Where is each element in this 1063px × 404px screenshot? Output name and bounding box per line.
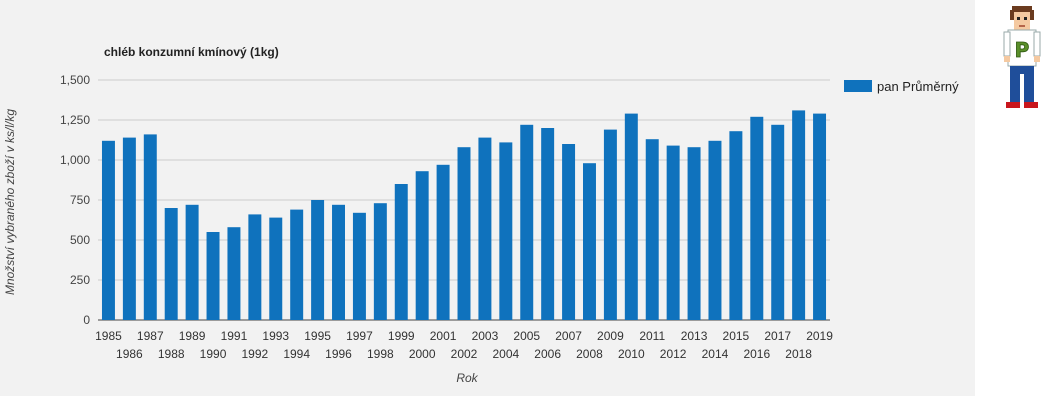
bar-2008 [583, 163, 596, 320]
bar-2011 [645, 139, 659, 320]
x-axis-label: Rok [456, 371, 478, 385]
x-tick-label: 1996 [325, 347, 352, 361]
x-tick-label: 1987 [137, 329, 164, 343]
x-tick-label: 2014 [702, 347, 729, 361]
avatar-letter: P [1015, 38, 1030, 62]
bar-1989 [185, 204, 199, 320]
bar-1997 [352, 212, 366, 320]
bar-1998 [373, 203, 387, 320]
bar-2001 [436, 164, 450, 320]
y-tick-label: 1,000 [60, 153, 90, 167]
bar-2009 [603, 129, 617, 320]
bar-2003 [478, 137, 492, 320]
x-tick-label: 1993 [262, 329, 289, 343]
y-tick-label: 0 [83, 313, 90, 327]
bar-2010 [624, 113, 638, 320]
bar-1996 [332, 204, 345, 320]
x-tick-label: 2003 [472, 329, 499, 343]
bar-1994 [290, 209, 304, 320]
bar-2018 [792, 110, 806, 321]
person-icon: P [1003, 6, 1041, 108]
bar-2017 [771, 124, 785, 320]
bar-1988 [164, 208, 178, 320]
bar-1993 [269, 217, 283, 320]
bar-2014 [708, 140, 722, 320]
x-tick-label: 1998 [367, 347, 394, 361]
x-tick-label: 2012 [660, 347, 687, 361]
bar-1999 [394, 184, 408, 320]
x-tick-label: 2015 [723, 329, 750, 343]
legend-swatch [844, 80, 872, 92]
chart-title: chléb konzumní kmínový (1kg) [104, 45, 279, 59]
y-tick-label: 1,250 [60, 113, 90, 127]
x-tick-label: 2001 [430, 329, 457, 343]
bar-1986 [122, 137, 136, 320]
bars [101, 110, 827, 321]
bar-1987 [143, 134, 157, 320]
legend: pan Průměrný [844, 79, 959, 94]
x-tick-label: 2000 [409, 347, 436, 361]
bar-2007 [562, 144, 576, 320]
x-tick-label: 2019 [806, 329, 833, 343]
legend-label: pan Průměrný [877, 79, 959, 94]
x-tick-label: 2007 [555, 329, 582, 343]
x-tick-label: 1999 [388, 329, 415, 343]
x-tick-label: 2017 [764, 329, 791, 343]
bar-2000 [415, 171, 429, 320]
x-tick-label: 1992 [242, 347, 269, 361]
x-tick-label: 2011 [639, 329, 665, 343]
y-tick-labels: 0 250 500 750 1,000 1,250 1,500 [60, 73, 90, 327]
x-tick-label: 2018 [785, 347, 812, 361]
x-tick-label: 1985 [95, 329, 122, 343]
x-tick-label: 2016 [743, 347, 770, 361]
bar-2012 [666, 145, 680, 320]
bar-2015 [729, 131, 743, 320]
x-tick-label: 1991 [221, 329, 248, 343]
y-axis-label: Množství vybraného zboží v ks/l/kg [3, 109, 17, 295]
x-tick-label: 2005 [513, 329, 540, 343]
x-tick-label: 2006 [534, 347, 561, 361]
x-tick-label: 1986 [116, 347, 143, 361]
bar-2013 [687, 147, 701, 320]
bar-2016 [750, 116, 764, 320]
bar-1990 [206, 232, 220, 320]
bar-2004 [499, 142, 513, 320]
bar-2005 [520, 124, 534, 320]
bar-2019 [813, 113, 827, 320]
y-tick-label: 500 [70, 233, 90, 247]
x-tick-label: 2009 [597, 329, 624, 343]
x-tick-label: 2008 [576, 347, 603, 361]
x-tick-label: 1997 [346, 329, 373, 343]
x-tick-label: 2010 [618, 347, 645, 361]
bar-1992 [248, 214, 262, 320]
bar-1985 [101, 140, 115, 320]
x-tick-label: 2013 [681, 329, 708, 343]
bar-2006 [541, 128, 555, 320]
x-tick-label: 2002 [451, 347, 478, 361]
x-tick-label: 1995 [304, 329, 331, 343]
x-tick-label: 1989 [179, 329, 206, 343]
y-tick-label: 1,500 [60, 73, 90, 87]
x-tick-label: 2004 [492, 347, 519, 361]
x-tick-labels: 1985 1986 1987 1988 1989 1990 1991 1992 1993 1994… [95, 329, 833, 361]
x-tick-label: 1990 [200, 347, 227, 361]
x-tick-label: 1994 [283, 347, 310, 361]
bar-2002 [457, 147, 471, 320]
y-tick-label: 750 [70, 193, 90, 207]
x-tick-label: 1988 [158, 347, 185, 361]
bar-1991 [227, 227, 241, 320]
bar-1995 [311, 200, 325, 320]
y-tick-label: 250 [70, 273, 90, 287]
